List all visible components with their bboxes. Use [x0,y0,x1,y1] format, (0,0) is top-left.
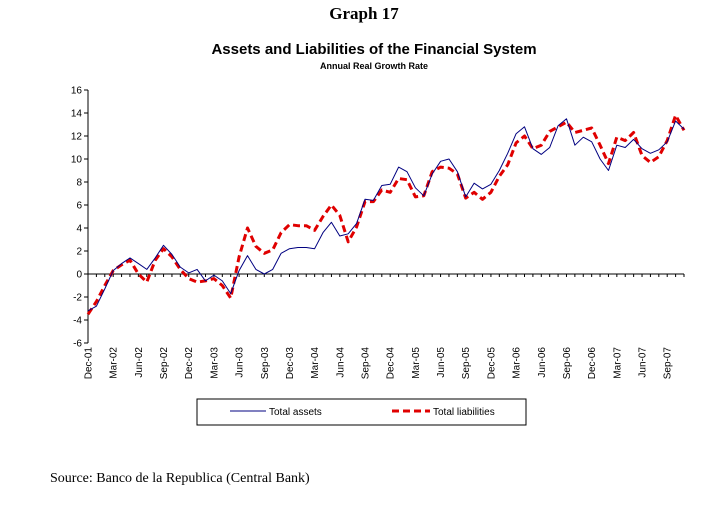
x-tick-label: Dec-03 [285,347,296,380]
y-tick-label: -4 [73,316,82,327]
x-tick-label: Jun-07 [638,347,649,378]
x-tick-label: Sep-06 [562,347,573,380]
y-tick-label: 10 [71,155,83,166]
y-tick-label: 8 [76,178,82,189]
x-tick-label: Mar-07 [612,347,623,379]
legend-box [196,398,527,426]
y-tick-label: -6 [73,339,82,350]
series-line-total-assets [87,118,685,312]
x-tick-label: Mar-03 [209,347,220,379]
x-tick-label: Dec-02 [184,347,195,380]
legend-label-liabilities: Total liabilities [433,407,495,418]
x-tick-label: Mar-05 [411,347,422,379]
y-tick-label: 4 [76,224,82,235]
x-tick-label: Mar-02 [109,347,120,379]
legend: Total assets Total liabilities [196,398,527,426]
x-tick-label: Jun-03 [235,347,246,378]
y-tick-label: 2 [76,247,82,258]
x-tick-label: Jun-05 [436,347,447,378]
y-axis: -6 -4 -2 0 2 4 6 8 10 12 14 16 [71,86,89,350]
x-tick-label: Sep-04 [361,347,372,380]
x-tick-label: Sep-03 [260,347,271,380]
y-tick-label: 14 [71,109,83,120]
x-tick-label: Jun-06 [537,347,548,378]
y-tick-label: 6 [76,201,82,212]
x-tick-label: Sep-05 [461,347,472,380]
x-tick-label: Dec-01 [84,347,95,380]
x-tick-label: Dec-04 [386,347,397,380]
x-tick-label: Mar-06 [512,347,523,379]
chart-title: Assets and Liabilities of the Financial … [211,41,536,58]
x-tick-label: Dec-05 [486,347,497,380]
x-tick-label: Sep-02 [159,347,170,380]
y-tick-label: 0 [76,270,82,281]
y-tick-label: -2 [73,293,82,304]
x-tick-label: Jun-04 [335,347,346,378]
y-tick-label: 16 [71,86,83,97]
x-tick-label: Dec-06 [587,347,598,380]
x-tick-label: Mar-04 [310,347,321,379]
x-tick-label: Sep-07 [663,347,674,380]
x-tick-label: Jun-02 [134,347,145,378]
chart-subtitle: Annual Real Growth Rate [320,61,428,71]
plot-lines [86,113,686,316]
graph-label: Graph 17 [329,4,399,23]
y-tick-label: 12 [71,132,83,143]
legend-label-assets: Total assets [269,407,322,418]
x-axis: Dec-01 Mar-02 Jun-02 Sep-02 Dec-02 Mar-03 Jun-… [84,273,685,380]
source-note: Source: Banco de la Republica (Central B… [50,471,310,486]
series-line-total-liabilities [86,113,686,316]
